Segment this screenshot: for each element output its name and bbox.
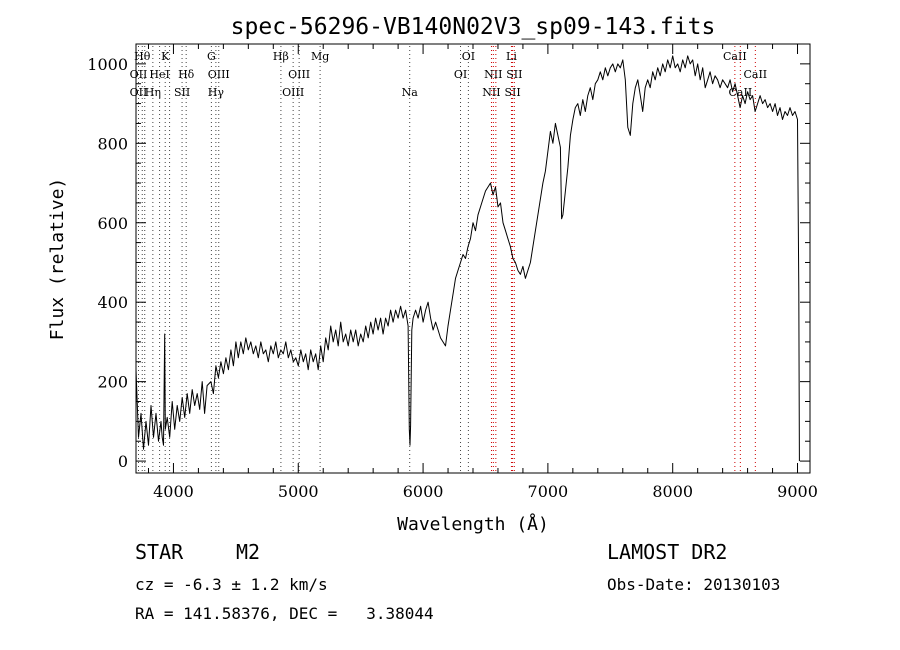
y-tick-label: 600 [97,214,128,233]
line-markers: OIIOIIHθHηHeIKSIIHδGHγOIIIHβOIIIOIIIMgNa… [130,46,767,471]
object-subclass: M2 [236,540,261,564]
y-axis-label: Flux (relative) [47,178,68,341]
spectral-line-label: NII [482,86,500,99]
x-tick-label: 8000 [652,482,693,501]
spectral-line-label: Hη [145,86,161,99]
x-axis-label: Wavelength (Å) [397,513,549,535]
x-tick-label: 4000 [153,482,194,501]
redshift-text: cz = -6.3 ± 1.2 km/s [135,575,328,594]
plot-area [135,55,800,462]
y-tick-label: 200 [97,373,128,392]
spectral-line-label: OIII [288,68,310,81]
spectral-line-label: OIII [208,68,230,81]
spectral-line-label: OII [130,86,148,99]
axes: 4000 5000 6000 7000 8000 9000 0 200 400 600 800 100… [87,43,818,501]
spectral-line-label: SII [504,86,520,99]
spectral-line-label: NII [484,68,502,81]
spectral-line-label: CaII [743,68,767,81]
spectral-line-label: K [161,50,170,63]
y-tick-label: 1000 [87,55,128,74]
spectral-line-label: OII [130,68,148,81]
spectral-line-label: OIII [282,86,304,99]
x-tick-label: 6000 [403,482,444,501]
spectral-line-label: Hβ [273,50,289,63]
spectral-line-label: Mg [311,50,329,63]
y-tick-label: 400 [97,293,128,312]
spectral-line-label: Hδ [178,68,195,81]
spectral-line-label: CaII [723,50,747,63]
spectral-line-label: OI [454,68,467,81]
spectral-line-label: Hθ [134,50,151,63]
spectrum-line [135,55,800,462]
plot-frame [135,43,811,474]
spectral-line-label: Na [402,86,419,99]
obs-date-text: Obs-Date: 20130103 [607,575,781,594]
x-tick-label: 7000 [528,482,569,501]
radec-text: RA = 141.58376, DEC = 3.38044 [135,604,434,623]
spectral-line-label: HeI [149,68,169,81]
object-class: STAR [135,540,184,564]
x-tick-label: 9000 [777,482,818,501]
survey-label: LAMOST DR2 [607,540,728,564]
spectral-line-label: Li [506,50,517,63]
y-tick-label: 800 [97,134,128,153]
spectral-line-label: Hγ [208,86,225,99]
x-tick-label: 5000 [278,482,319,501]
spectral-line-label: SII [174,86,190,99]
y-tick-label: 0 [118,452,128,471]
spectral-line-label: SII [506,68,522,81]
spectral-line-label: G [207,50,216,63]
spectral-line-label: OI [462,50,475,63]
chart-title: spec-56296-VB140N02V3_sp09-143.fits [231,14,716,40]
